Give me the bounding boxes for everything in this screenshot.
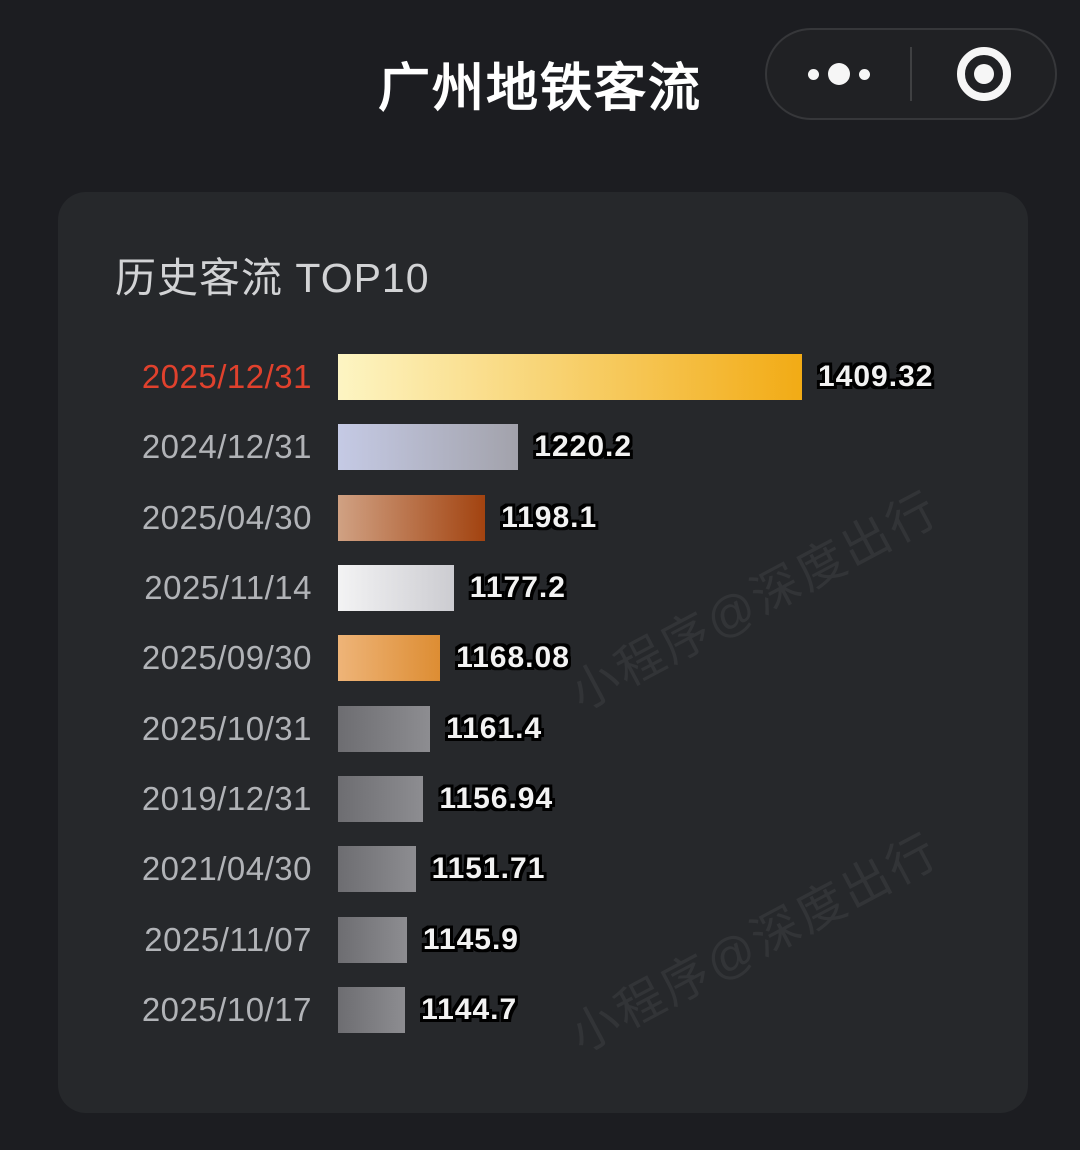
row-value-label: 1144.7 [421, 992, 518, 1026]
passenger-flow-card: 历史客流 TOP10 2025/12/31 1409.32 2024/12/31… [58, 192, 1028, 1113]
ellipsis-icon [807, 63, 870, 85]
page-title: 广州地铁客流 [377, 60, 702, 118]
row-bar[interactable] [338, 775, 424, 822]
row-value-label: 1161.4 [446, 711, 543, 745]
more-button[interactable] [767, 63, 910, 85]
row-value-label: 1177.2 [469, 571, 566, 605]
row-date-label: 2025/12/31 [141, 358, 312, 396]
row-date-label: 2024/12/31 [141, 428, 312, 466]
navbar: 广州地铁客流 [0, 0, 1080, 150]
row-bar[interactable] [338, 986, 406, 1033]
chart-row: 2024/12/31 1220.2 [58, 412, 1028, 482]
miniprogram-capsule [765, 28, 1057, 120]
row-date-label: 2025/11/07 [144, 920, 312, 958]
chart-row: 2025/11/14 1177.2 [58, 553, 1028, 623]
row-date-label: 2019/12/31 [141, 779, 312, 817]
chart-row: 2025/12/31 1409.32 [58, 342, 1028, 412]
chart-title: 历史客流 TOP10 [115, 255, 430, 301]
record-circle-icon [956, 47, 1011, 101]
chart-row: 2025/11/07 1145.9 [58, 904, 1028, 974]
row-date-label: 2021/04/30 [141, 850, 312, 888]
row-bar[interactable] [338, 635, 441, 682]
row-value-label: 1156.94 [439, 781, 554, 815]
row-bar[interactable] [338, 354, 802, 401]
chart-row: 2025/10/17 1144.7 [58, 975, 1028, 1045]
chart-row: 2021/04/30 1151.71 [58, 834, 1028, 904]
chart-row: 2025/09/30 1168.08 [58, 623, 1028, 693]
row-value-label: 1409.32 [818, 360, 934, 394]
row-bar[interactable] [338, 565, 454, 612]
row-date-label: 2025/10/31 [141, 709, 312, 747]
row-bar[interactable] [338, 846, 416, 893]
row-date-label: 2025/10/17 [141, 990, 312, 1028]
chart-row: 2025/10/31 1161.4 [58, 693, 1028, 763]
row-date-label: 2025/04/30 [141, 498, 312, 536]
chart-rows: 2025/12/31 1409.32 2024/12/31 1220.2 202… [58, 342, 1028, 1045]
capsule-divider [910, 47, 912, 101]
row-value-label: 1145.9 [422, 922, 519, 956]
row-date-label: 2025/11/14 [144, 569, 312, 607]
row-bar[interactable] [338, 916, 407, 963]
row-date-label: 2025/09/30 [141, 639, 312, 677]
row-value-label: 1220.2 [534, 430, 633, 464]
row-value-label: 1151.71 [431, 852, 546, 886]
row-bar[interactable] [338, 494, 486, 541]
chart-row: 2025/04/30 1198.1 [58, 483, 1028, 553]
row-bar[interactable] [338, 424, 519, 471]
close-button[interactable] [912, 47, 1055, 101]
row-value-label: 1168.08 [456, 641, 570, 675]
row-value-label: 1198.1 [501, 500, 598, 534]
chart-row: 2019/12/31 1156.94 [58, 764, 1028, 834]
row-bar[interactable] [338, 705, 431, 752]
